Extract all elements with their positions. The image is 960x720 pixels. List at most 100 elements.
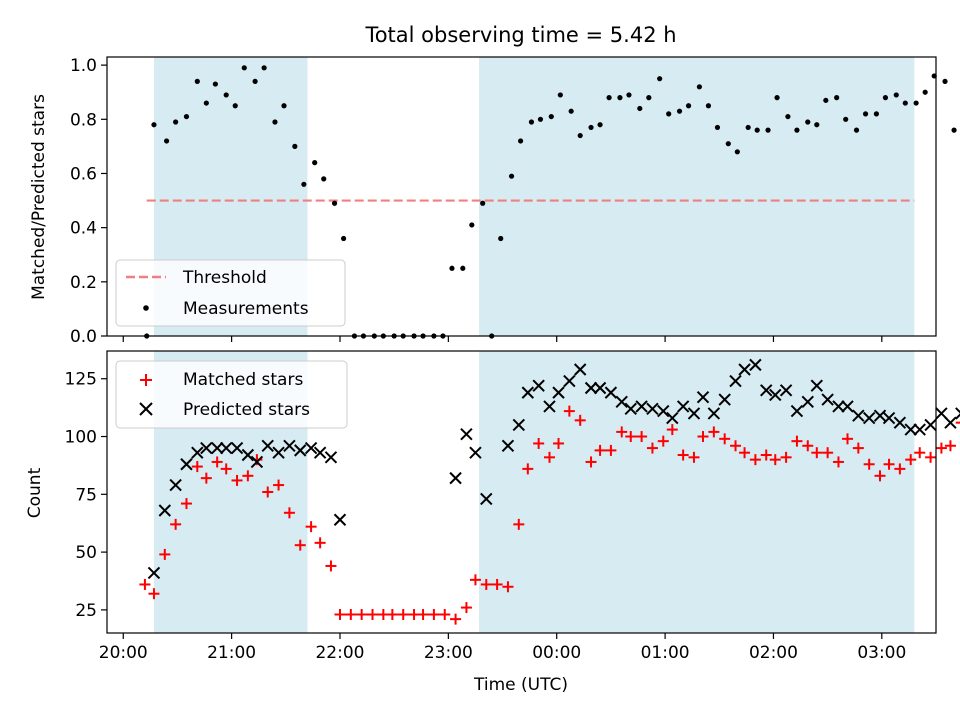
measurement-point — [705, 103, 712, 109]
predicted-star-point — [676, 400, 690, 413]
matched-star-point — [760, 449, 772, 461]
matched-star-point — [625, 431, 637, 443]
predicted-star-point — [893, 416, 907, 429]
x-tick-label: 03:00 — [857, 643, 906, 663]
matched-star-point — [802, 440, 814, 452]
predicted-star-point — [862, 411, 876, 425]
x-tick-label: 21:00 — [207, 643, 256, 663]
matched-star-point — [334, 609, 346, 621]
measurement-point — [232, 103, 238, 109]
x-axis-label: Time (UTC) — [473, 675, 568, 695]
top-y-axis-label: Matched/Predicted stars — [29, 94, 49, 300]
matched-star-point — [636, 431, 648, 443]
measurement-point — [151, 122, 157, 128]
matched-star-point — [314, 537, 326, 549]
measurement-point — [913, 100, 919, 106]
predicted-star-point — [624, 402, 637, 415]
measurement-point — [626, 92, 632, 98]
measurement-point — [785, 113, 791, 120]
matched-star-point — [697, 431, 709, 443]
predicted-star-point — [841, 400, 854, 413]
predicted-star-point — [219, 441, 233, 455]
matched-star-point — [616, 426, 628, 438]
matched-star-point — [283, 507, 295, 519]
top-y-tick-label: 0.0 — [70, 327, 97, 347]
measurement-point — [765, 127, 771, 133]
matched-star-point — [502, 581, 514, 593]
measurement-point — [331, 200, 338, 206]
matched-star-point — [657, 435, 669, 447]
predicted-star-point — [810, 379, 824, 392]
predicted-star-point — [283, 439, 296, 452]
legend-predicted-swatch — [139, 402, 153, 416]
measurement-point — [321, 176, 327, 182]
predicted-star-point — [882, 411, 896, 425]
predicted-star-point — [729, 374, 742, 388]
matched-star-point — [148, 588, 160, 600]
legend-measurements-label: Measurements — [183, 299, 309, 319]
predicted-star-point — [147, 566, 161, 580]
matched-star-point — [677, 449, 689, 461]
matched-star-point — [439, 609, 451, 621]
matched-star-point — [273, 479, 285, 491]
predicted-star-point — [158, 504, 172, 517]
predicted-star-point — [801, 395, 814, 409]
legend-measurements-swatch — [143, 305, 149, 311]
measurement-point — [873, 111, 879, 117]
measurement-point — [340, 235, 347, 242]
measurement-point — [252, 78, 258, 84]
x-tick-label: 22:00 — [315, 643, 364, 663]
predicted-star-point — [512, 418, 525, 432]
measurement-point — [203, 100, 209, 106]
x-tick-label: 01:00 — [641, 643, 690, 663]
top-shaded-intervals — [153, 57, 915, 336]
x-tick-label: 00:00 — [532, 643, 581, 663]
predicted-star-point — [210, 441, 224, 455]
measurements-points — [144, 65, 957, 339]
predicted-star-point — [924, 418, 937, 432]
matched-star-point — [574, 414, 586, 426]
bottom-y-axis-label: Count — [25, 467, 45, 518]
measurement-point — [862, 111, 869, 117]
measurement-point — [617, 95, 623, 101]
predicted-star-point — [913, 423, 926, 436]
matched-star-point — [553, 437, 565, 449]
legend-matched-label: Matched stars — [183, 370, 303, 390]
matched-star-point — [935, 442, 947, 454]
predicted-star-point — [313, 446, 327, 459]
bottom-y-tick-label: 100 — [65, 428, 97, 448]
measurement-point — [834, 95, 840, 101]
bottom-legend: Matched stars Predicted stars — [115, 360, 348, 429]
predicted-star-point — [790, 404, 804, 418]
legend-matched-swatch — [140, 374, 152, 386]
matched-star-point — [294, 539, 306, 551]
measurement-point — [449, 265, 455, 271]
predicted-star-point — [180, 458, 193, 471]
measurement-point — [517, 138, 524, 144]
measurement-point — [173, 119, 179, 125]
top-y-tick-label: 0.2 — [70, 273, 97, 293]
matched-star-point — [397, 609, 409, 621]
matched-star-point — [491, 578, 503, 590]
predicted-stars-points — [147, 358, 960, 580]
top-legend: Threshold Measurements — [115, 259, 346, 327]
predicted-star-point — [191, 446, 204, 459]
predicted-star-point — [707, 407, 721, 420]
matched-star-point — [944, 440, 956, 452]
measurement-point — [557, 92, 563, 98]
measurement-point — [657, 76, 663, 82]
matched-star-point — [852, 442, 864, 454]
matched-star-point — [585, 456, 597, 468]
bottom-x-axis: 20:00 21:00 22:00 23:00 00:00 01:00 02:00 03:00 — [99, 633, 906, 663]
predicted-star-point — [460, 428, 473, 441]
matched-star-point — [780, 451, 792, 463]
predicted-star-point — [304, 441, 318, 455]
measurement-point — [714, 124, 721, 131]
matched-star-point — [605, 444, 617, 456]
matched-star-point — [366, 609, 378, 621]
bottom-y-tick-label: 125 — [65, 370, 97, 390]
predicted-star-point — [294, 444, 307, 457]
measurement-point — [498, 235, 504, 242]
measurement-point — [725, 141, 731, 147]
